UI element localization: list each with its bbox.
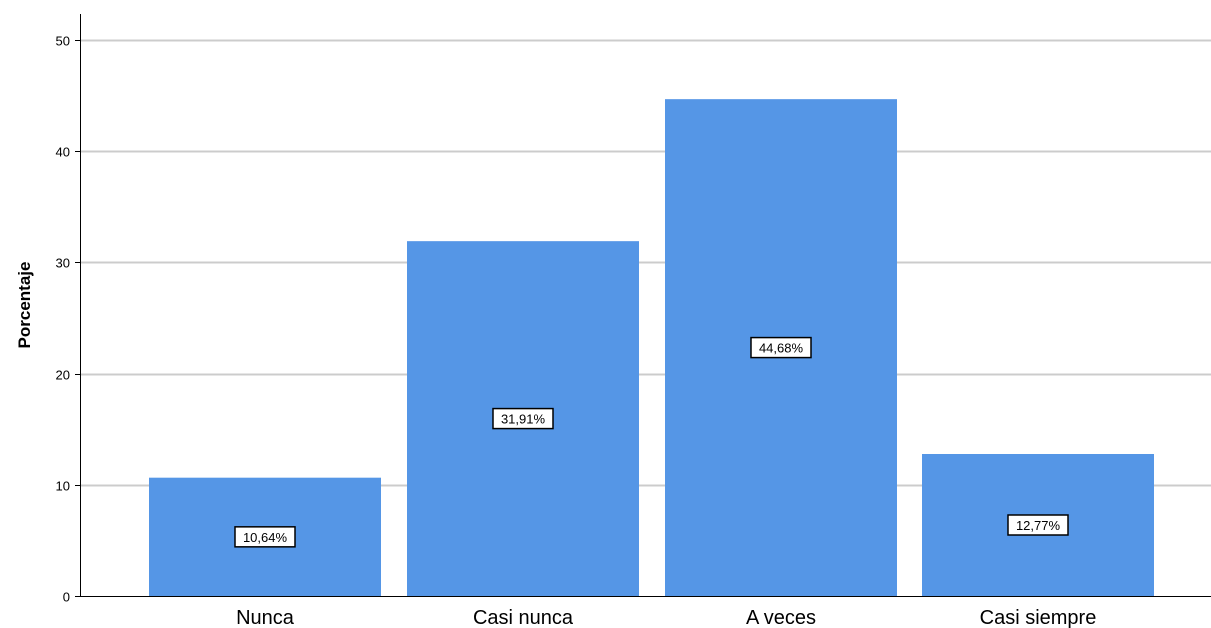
y-axis-ticks: 0 10 20 30 40 50 [56, 34, 80, 605]
x-category-label: Nunca [236, 607, 295, 628]
data-label: 12,77% [1007, 514, 1069, 536]
data-label-text: 44,68% [759, 341, 804, 356]
x-category-label: Casi siempre [980, 607, 1097, 628]
data-label: 44,68% [750, 336, 812, 359]
data-label-box [234, 526, 296, 548]
gridlines [80, 39, 1211, 487]
x-axis-labels: Nunca Casi nunca A veces Casi siempre [236, 607, 1096, 628]
data-label-box [1007, 514, 1069, 536]
y-tick-label: 40 [56, 145, 70, 160]
y-tick-label: 50 [56, 34, 70, 49]
y-tick-label: 0 [63, 590, 70, 605]
x-category-label: A veces [746, 607, 816, 628]
data-labels: 10,64% 31,91% 44,68% 12,77% [234, 336, 1069, 548]
data-label-text: 10,64% [243, 530, 288, 545]
y-tick-label: 20 [56, 368, 70, 383]
data-label-box [750, 336, 812, 359]
data-label: 10,64% [234, 526, 296, 548]
data-label: 31,91% [492, 407, 554, 430]
y-tick-label: 10 [56, 479, 70, 494]
data-label-box [492, 407, 554, 430]
data-label-text: 31,91% [501, 412, 546, 427]
x-category-label: Casi nunca [473, 607, 574, 628]
data-label-text: 12,77% [1016, 518, 1061, 533]
bars [149, 99, 1154, 597]
y-tick-label: 30 [56, 256, 70, 271]
y-axis-title: Porcentaje [15, 262, 34, 349]
